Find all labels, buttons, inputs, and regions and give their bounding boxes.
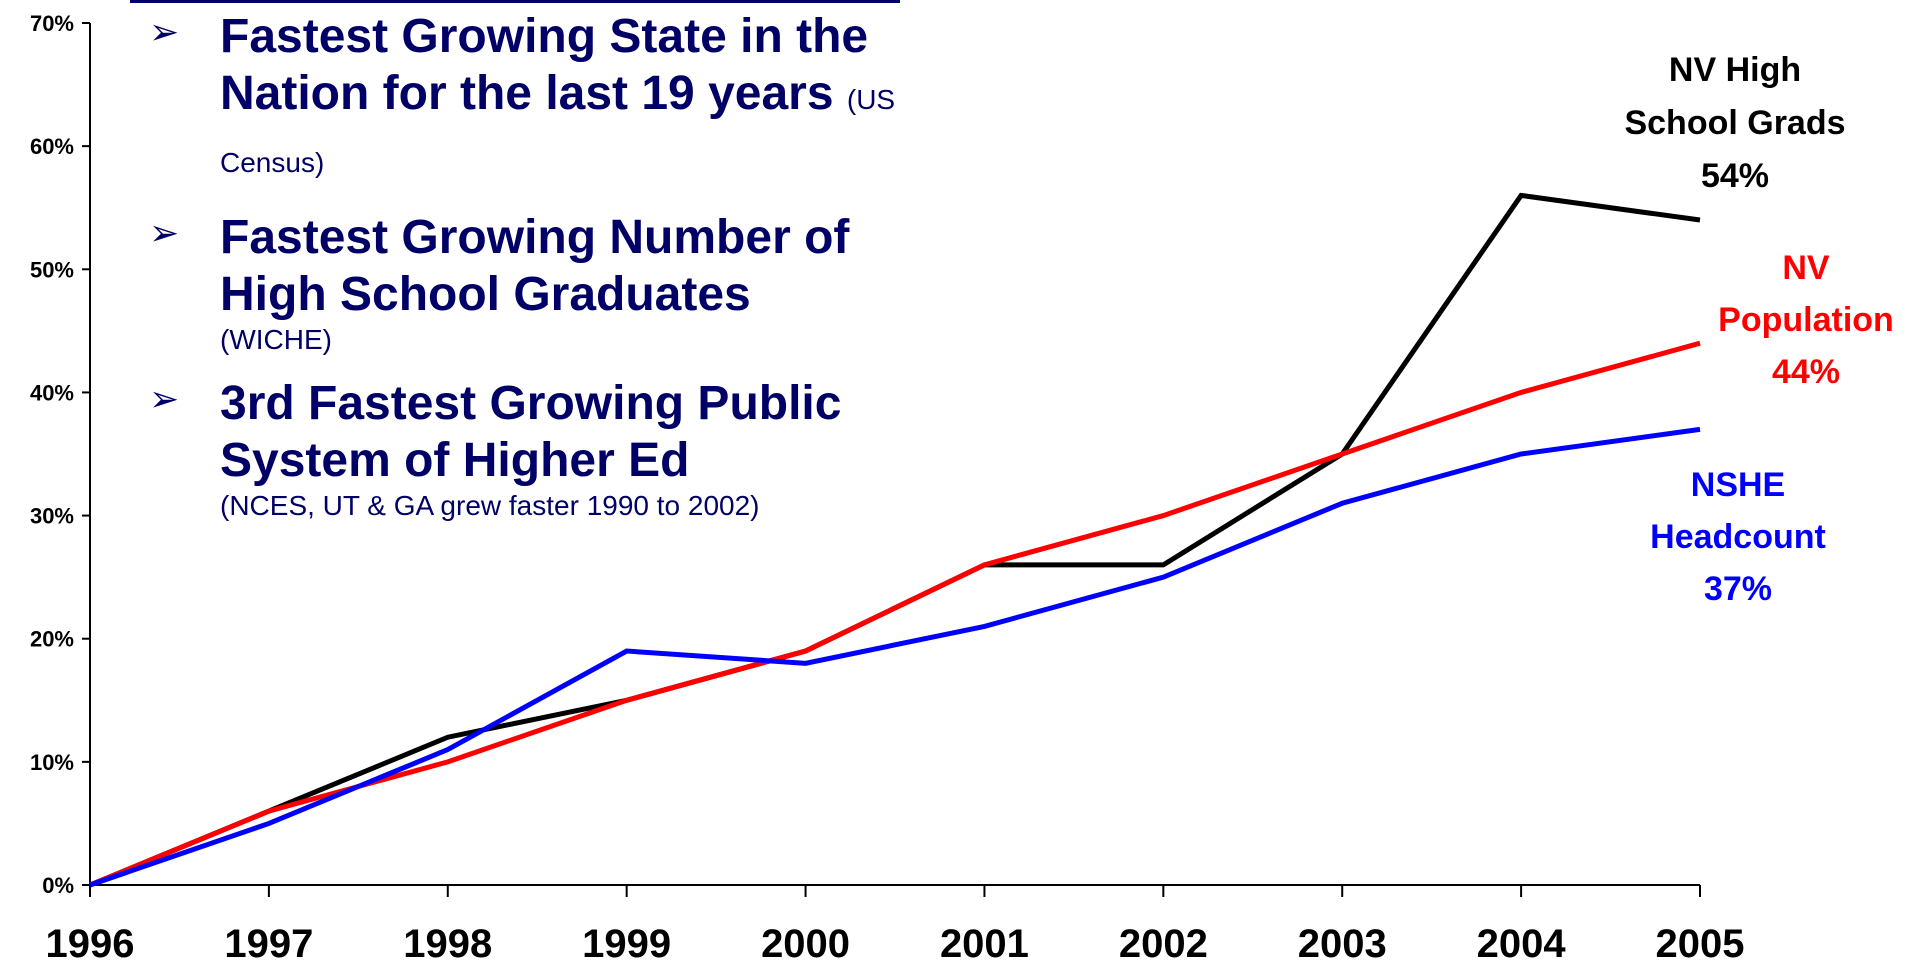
bullet-text: Fastest Growing State in the Nation for … [220,10,869,120]
y-tick-label: 30% [30,504,74,529]
x-tick-label: 1998 [403,922,492,966]
x-tick-label: 2003 [1298,922,1387,966]
bullet-text: Fastest Growing Number of High School Gr… [220,211,850,321]
bullet-source: (WICHE) [220,324,332,355]
bullet-list: ➢ Fastest Growing State in the Nation fo… [145,8,945,541]
arrow-bullet-icon: ➢ [149,213,180,254]
x-tick-label: 2004 [1477,922,1567,966]
chart-axes: 0% 10% 20% 30% 40% 50% 60% 70% 1996 1997 1998 1999 2… [30,11,1745,966]
series-labels: NV High School Grads 54% NV Population 44% NSH… [1624,51,1893,608]
x-tick-label: 2002 [1119,922,1208,966]
y-tick-label: 10% [30,750,74,775]
series-label: NSHE [1691,466,1785,504]
series-label: 54% [1701,157,1769,195]
x-tick-label: 2005 [1656,922,1745,966]
y-tick-label: 50% [30,257,74,282]
arrow-bullet-icon: ➢ [149,379,180,420]
y-tick-label: 70% [30,11,74,36]
bullet-item: ➢ 3rd Fastest Growing Public System of H… [145,375,945,523]
bullet-source: (US Census) [220,84,896,178]
y-tick-label: 20% [30,627,74,652]
x-tick-label: 2001 [940,922,1029,966]
series-line [89,426,1701,888]
series-label: School Grads [1624,104,1845,142]
y-tick-label: 40% [30,380,74,405]
series-label: 44% [1772,353,1840,391]
bullet-item: ➢ Fastest Growing State in the Nation fo… [145,8,945,191]
y-tick-label: 60% [30,134,74,159]
x-tick-label: 1999 [582,922,671,966]
arrow-bullet-icon: ➢ [149,12,180,53]
bullet-source: (NCES, UT & GA grew faster 1990 to 2002) [220,490,760,521]
series-label: NV [1782,249,1830,287]
chart-series [89,192,1701,888]
series-label: 37% [1704,570,1772,608]
x-tick-label: 1997 [224,922,313,966]
y-tick-label: 0% [42,873,74,898]
series-label: Population [1718,301,1894,339]
bullet-text: 3rd Fastest Growing Public System of Hig… [220,377,842,487]
x-tick-label: 2000 [761,922,850,966]
title-underline [130,0,900,3]
bullet-item: ➢ Fastest Growing Number of High School … [145,209,945,357]
x-tick-label: 1996 [46,922,135,966]
series-label: NV High [1669,51,1801,89]
series-label: Headcount [1650,518,1826,556]
